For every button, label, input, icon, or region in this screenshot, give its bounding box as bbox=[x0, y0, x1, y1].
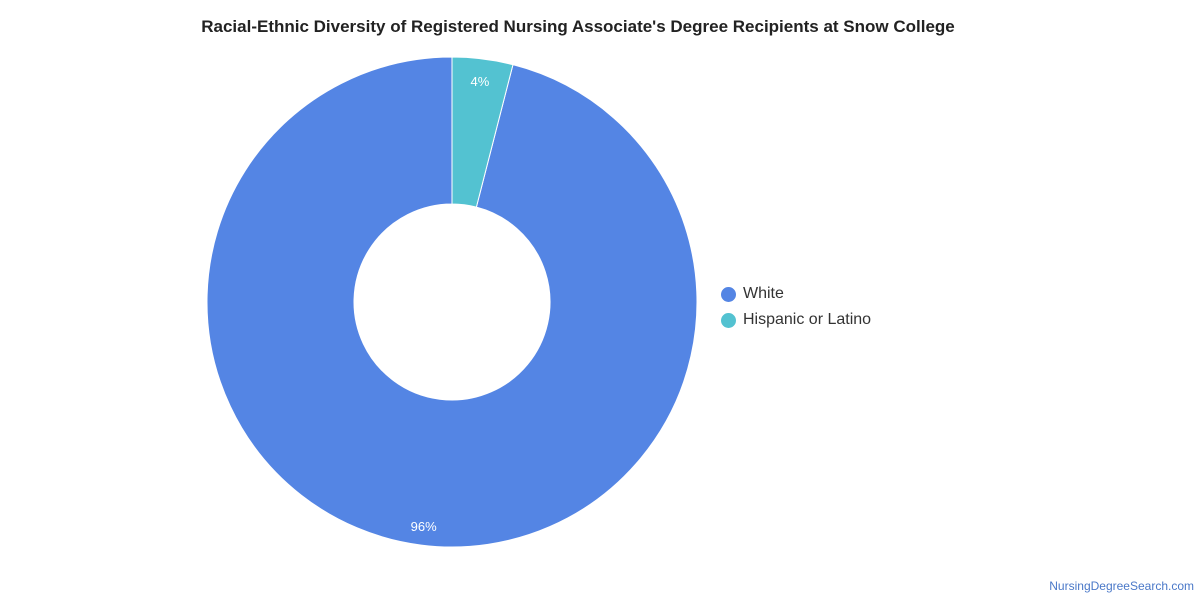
watermark[interactable]: NursingDegreeSearch.com bbox=[1049, 579, 1194, 593]
slice-hispanic-or-latino[interactable] bbox=[451, 56, 514, 208]
data-label-hispanic-or-latino: 4% bbox=[471, 74, 490, 89]
chart-title: Racial-Ethnic Diversity of Registered Nu… bbox=[201, 17, 955, 36]
chart-legend: White Hispanic or Latino bbox=[721, 281, 871, 333]
slice-white[interactable] bbox=[206, 56, 698, 548]
legend-item-hispanic-or-latino[interactable]: Hispanic or Latino bbox=[721, 307, 871, 333]
legend-item-white[interactable]: White bbox=[721, 281, 871, 307]
legend-swatch-hispanic-or-latino bbox=[721, 312, 736, 328]
data-label-white: 96% bbox=[411, 519, 437, 534]
legend-swatch-white bbox=[721, 286, 736, 302]
legend-label-white: White bbox=[743, 285, 784, 302]
legend-label-hispanic-or-latino: Hispanic or Latino bbox=[743, 311, 872, 328]
